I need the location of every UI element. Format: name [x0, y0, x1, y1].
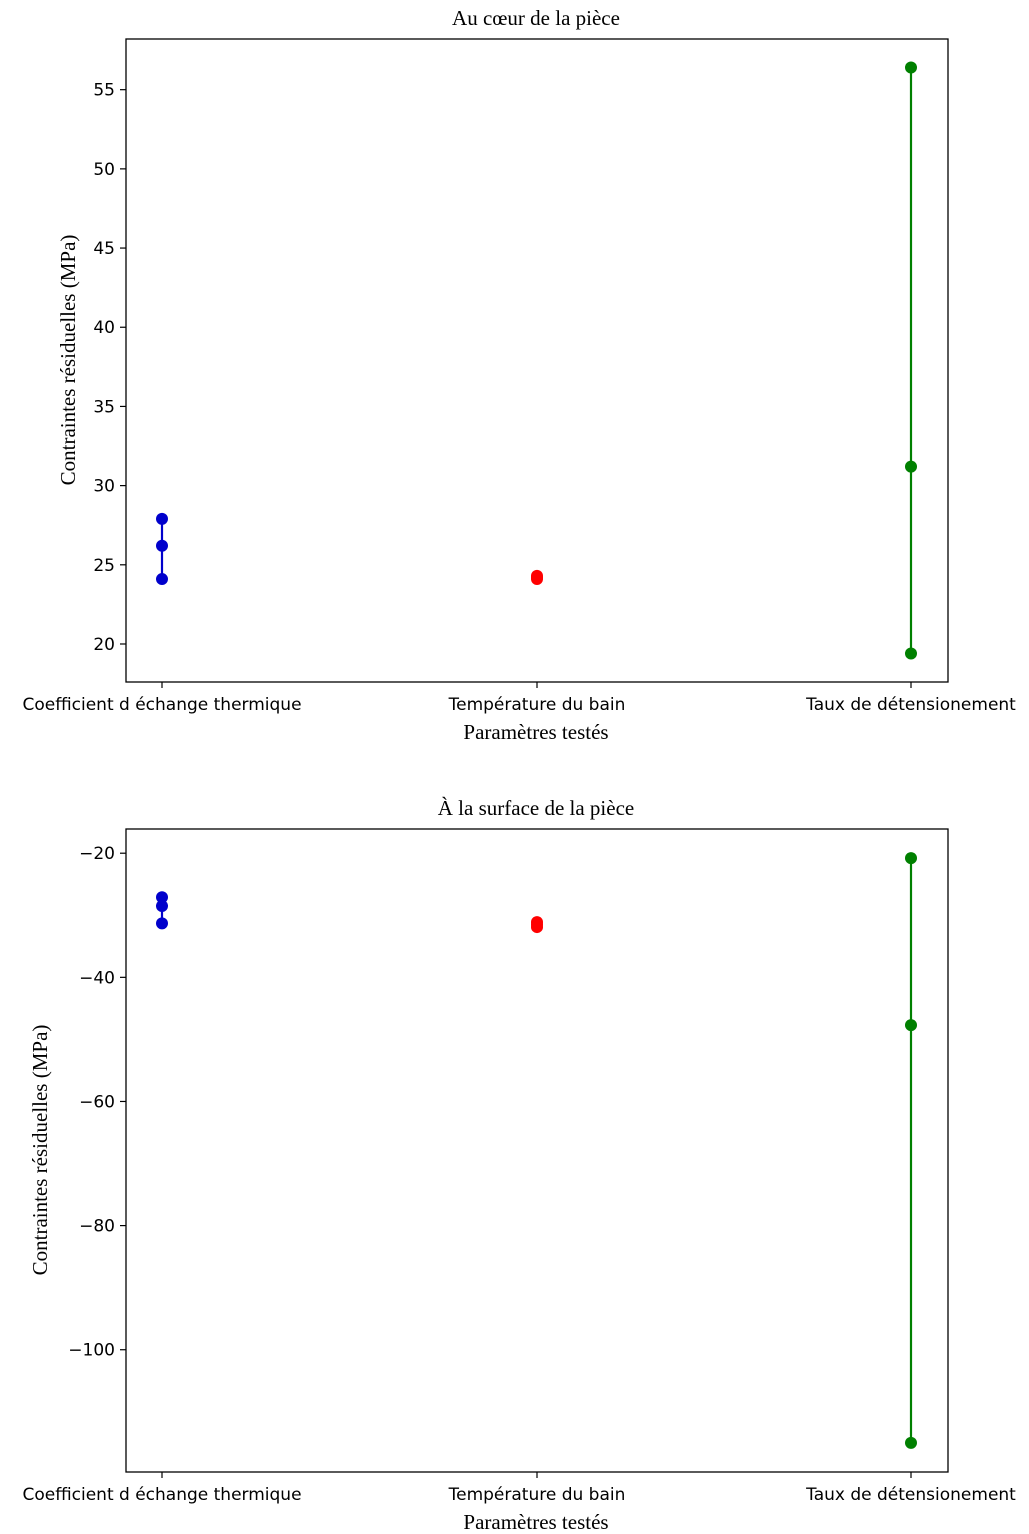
- y-axis-label: Contraintes résiduelles (MPa): [28, 1025, 52, 1276]
- data-point: [531, 916, 543, 929]
- data-point: [905, 1436, 917, 1449]
- data-point: [905, 1019, 917, 1032]
- data-point: [531, 569, 543, 582]
- data-point: [156, 917, 168, 930]
- x-axis: Coefficient d échange thermique Températu…: [22, 1472, 1016, 1505]
- y-tick-label: 55: [93, 81, 115, 101]
- x-axis: Coefficient d échange thermique Températu…: [22, 682, 1016, 715]
- x-tick-label: Température du bain: [448, 1485, 626, 1505]
- data-point: [156, 891, 168, 904]
- data-point: [905, 647, 917, 660]
- x-tick-label: Taux de détensionement: [805, 695, 1016, 715]
- y-tick-label: 45: [93, 239, 115, 259]
- y-tick-label: 25: [93, 556, 115, 576]
- y-tick-label: 30: [93, 477, 115, 497]
- chart-title: Au cœur de la pièce: [452, 6, 620, 30]
- x-axis-label: Paramètres testés: [463, 720, 608, 744]
- data-point: [156, 899, 168, 912]
- data-point: [156, 573, 168, 586]
- x-tick-label: Taux de détensionement: [805, 1485, 1016, 1505]
- x-tick-label: Température du bain: [448, 695, 626, 715]
- y-tick-label: −40: [79, 968, 115, 988]
- data-point: [905, 61, 917, 74]
- data-point: [905, 852, 917, 865]
- y-tick-label: 40: [93, 318, 115, 338]
- data-point: [905, 460, 917, 473]
- data-marks: [156, 61, 917, 660]
- y-axis: 20 25 30 35 40 45 50 55: [93, 81, 126, 655]
- y-tick-label: 50: [93, 160, 115, 180]
- x-axis-label: Paramètres testés: [463, 1510, 608, 1534]
- plot-frame: [125, 38, 949, 683]
- data-point: [156, 512, 168, 525]
- y-tick-label: −80: [79, 1217, 115, 1237]
- data-marks: [156, 852, 917, 1449]
- y-axis: −20 −40 −60 −80 −100: [68, 844, 126, 1361]
- chart-title: À la surface de la pièce: [438, 796, 634, 820]
- x-tick-label: Coefficient d échange thermique: [22, 695, 301, 715]
- y-tick-label: −20: [79, 844, 115, 864]
- chart-panel-surface: À la surface de la pièce −20 −40 −60 −80 −10…: [22, 796, 1016, 1534]
- chart-panel-core: Au cœur de la pièce 20 25 30 35 40 45 50 55 Coe…: [22, 6, 1016, 744]
- y-tick-label: −100: [68, 1341, 115, 1361]
- y-tick-label: 35: [93, 397, 115, 417]
- y-tick-label: 20: [93, 635, 115, 655]
- y-tick-label: −60: [79, 1092, 115, 1112]
- y-axis-label: Contraintes résiduelles (MPa): [56, 235, 80, 486]
- data-point: [156, 539, 168, 552]
- x-tick-label: Coefficient d échange thermique: [22, 1485, 301, 1505]
